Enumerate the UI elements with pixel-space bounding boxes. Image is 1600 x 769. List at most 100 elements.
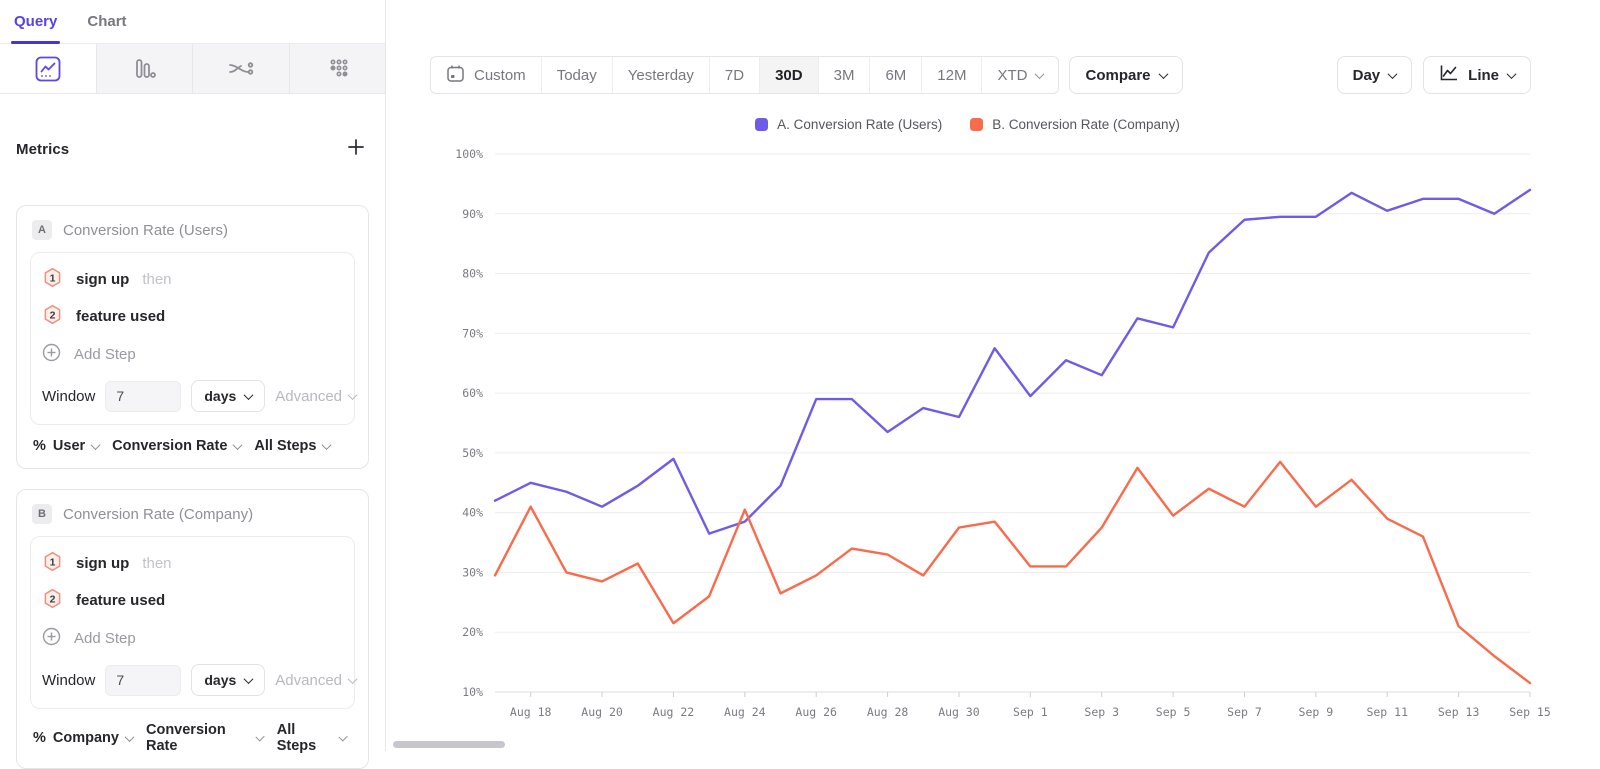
window-unit-select[interactable]: days (191, 380, 266, 412)
svg-text:1: 1 (50, 272, 56, 284)
y-tick-label: 100% (455, 147, 483, 161)
window-unit-select[interactable]: days (191, 664, 266, 696)
step-suffix: then (142, 271, 172, 288)
x-tick-label: Aug 30 (938, 705, 980, 719)
legend-swatch-a (755, 118, 769, 131)
window-row: Window days Advanced (42, 659, 358, 696)
date-range-6m[interactable]: 6M (870, 57, 923, 93)
chart-style-select[interactable]: Line (1423, 56, 1531, 94)
chevron-down-icon (124, 731, 135, 742)
metric-card-header: A Conversion Rate (Users) (30, 218, 355, 252)
x-tick-label: Aug 28 (867, 705, 909, 719)
granularity-select[interactable]: Day (1336, 56, 1413, 94)
x-tick-label: Sep 7 (1227, 705, 1262, 719)
horizontal-scrollbar-thumb[interactable] (393, 741, 505, 748)
y-tick-label: 50% (462, 446, 483, 460)
x-tick-label: Aug 24 (724, 705, 766, 719)
x-tick-label: Aug 22 (653, 705, 695, 719)
funnel-step-row: 2 feature used (42, 298, 343, 335)
step-event-name[interactable]: sign up (76, 271, 130, 288)
add-circle-icon (42, 627, 61, 650)
advanced-label: Advanced (275, 671, 342, 689)
svg-text:1: 1 (50, 556, 56, 568)
date-range-30d[interactable]: 30D (760, 57, 819, 93)
measure-entity-select[interactable]: Company (53, 730, 135, 746)
x-tick-label: Sep 11 (1366, 705, 1408, 719)
x-tick-label: Aug 18 (510, 705, 552, 719)
tab-query[interactable]: Query (10, 0, 61, 44)
funnel-step-row: 2 feature used (42, 582, 343, 619)
measure-steps-select[interactable]: All Steps (254, 438, 332, 454)
series-line-b (493, 460, 1532, 685)
chevron-down-icon (347, 389, 358, 400)
measure-metric-select[interactable]: Conversion Rate (146, 722, 266, 754)
plus-icon (347, 138, 365, 161)
step-number-badge: 1 (42, 267, 63, 292)
calendar-icon (446, 64, 465, 87)
chart-legend: A. Conversion Rate (Users) B. Conversion… (450, 117, 1485, 132)
chevron-down-icon (1035, 68, 1045, 79)
metric-title[interactable]: Conversion Rate (Company) (63, 505, 254, 523)
chart-panel: Custom Today Yesterday 7D 30D 3M 6M 12M … (386, 0, 1600, 751)
date-range-label: Today (556, 66, 597, 84)
chart-type-flow-tab[interactable] (192, 44, 289, 93)
date-range-label: 30D (775, 66, 803, 84)
y-tick-label: 30% (462, 565, 483, 579)
add-step-button[interactable]: Add Step (42, 335, 343, 375)
chevron-down-icon (321, 439, 332, 450)
window-value-input[interactable] (105, 380, 182, 412)
date-range-today[interactable]: Today (542, 57, 613, 93)
grid-dots-icon (326, 58, 348, 80)
x-tick-label: Sep 15 (1509, 705, 1551, 719)
step-suffix: then (142, 555, 172, 572)
tab-chart[interactable]: Chart (87, 13, 127, 30)
measure-steps-label: All Steps (254, 438, 317, 454)
add-step-button[interactable]: Add Step (42, 619, 343, 659)
x-tick-label: Sep 3 (1084, 705, 1119, 719)
chart-type-line-tab[interactable] (0, 44, 96, 93)
x-tick-label: Aug 20 (581, 705, 623, 719)
compare-button[interactable]: Compare (1069, 56, 1183, 94)
measure-metric-select[interactable]: Conversion Rate (112, 438, 243, 454)
granularity-label: Day (1352, 66, 1381, 84)
metrics-heading: Metrics (16, 141, 70, 158)
date-range-xtd[interactable]: XTD (982, 57, 1058, 93)
date-range-label: 3M (833, 66, 855, 84)
date-range-custom[interactable]: Custom (431, 57, 542, 93)
date-range-12m[interactable]: 12M (922, 57, 983, 93)
date-range-label: 12M (937, 66, 967, 84)
legend-item-b[interactable]: B. Conversion Rate (Company) (970, 117, 1180, 132)
y-tick-label: 10% (462, 685, 483, 699)
date-range-7d[interactable]: 7D (710, 57, 761, 93)
window-value-input[interactable] (105, 664, 182, 696)
date-range-yesterday[interactable]: Yesterday (613, 57, 710, 93)
measure-steps-select[interactable]: All Steps (277, 722, 348, 754)
advanced-toggle[interactable]: Advanced (275, 388, 358, 405)
date-range-3m[interactable]: 3M (819, 57, 871, 93)
advanced-toggle[interactable]: Advanced (275, 671, 358, 689)
metric-badge-b: B (32, 504, 52, 524)
chevron-down-icon (232, 439, 243, 450)
legend-item-a[interactable]: A. Conversion Rate (Users) (755, 117, 942, 132)
step-number-badge: 2 (42, 304, 63, 329)
legend-label: B. Conversion Rate (Company) (992, 117, 1180, 132)
metrics-header: Metrics (16, 138, 365, 161)
chevron-down-icon (243, 389, 254, 400)
add-step-label: Add Step (74, 630, 136, 647)
chart-type-bar-tab[interactable] (95, 44, 192, 93)
measure-entity-select[interactable]: User (53, 438, 101, 454)
step-event-name[interactable]: sign up (76, 555, 130, 572)
chart-type-grid-tab[interactable] (288, 44, 385, 93)
add-metric-button[interactable] (347, 138, 365, 161)
chevron-down-icon (243, 673, 254, 684)
flow-icon (228, 58, 254, 80)
step-event-name[interactable]: feature used (76, 308, 166, 325)
chevron-down-icon (1387, 68, 1398, 79)
query-sidebar: Query Chart (0, 0, 386, 769)
step-event-name[interactable]: feature used (76, 592, 166, 609)
metric-title[interactable]: Conversion Rate (Users) (63, 221, 229, 239)
window-unit-label: days (204, 672, 237, 688)
y-tick-label: 20% (462, 625, 483, 639)
measure-percent: % (33, 438, 46, 454)
compare-label: Compare (1085, 66, 1151, 84)
